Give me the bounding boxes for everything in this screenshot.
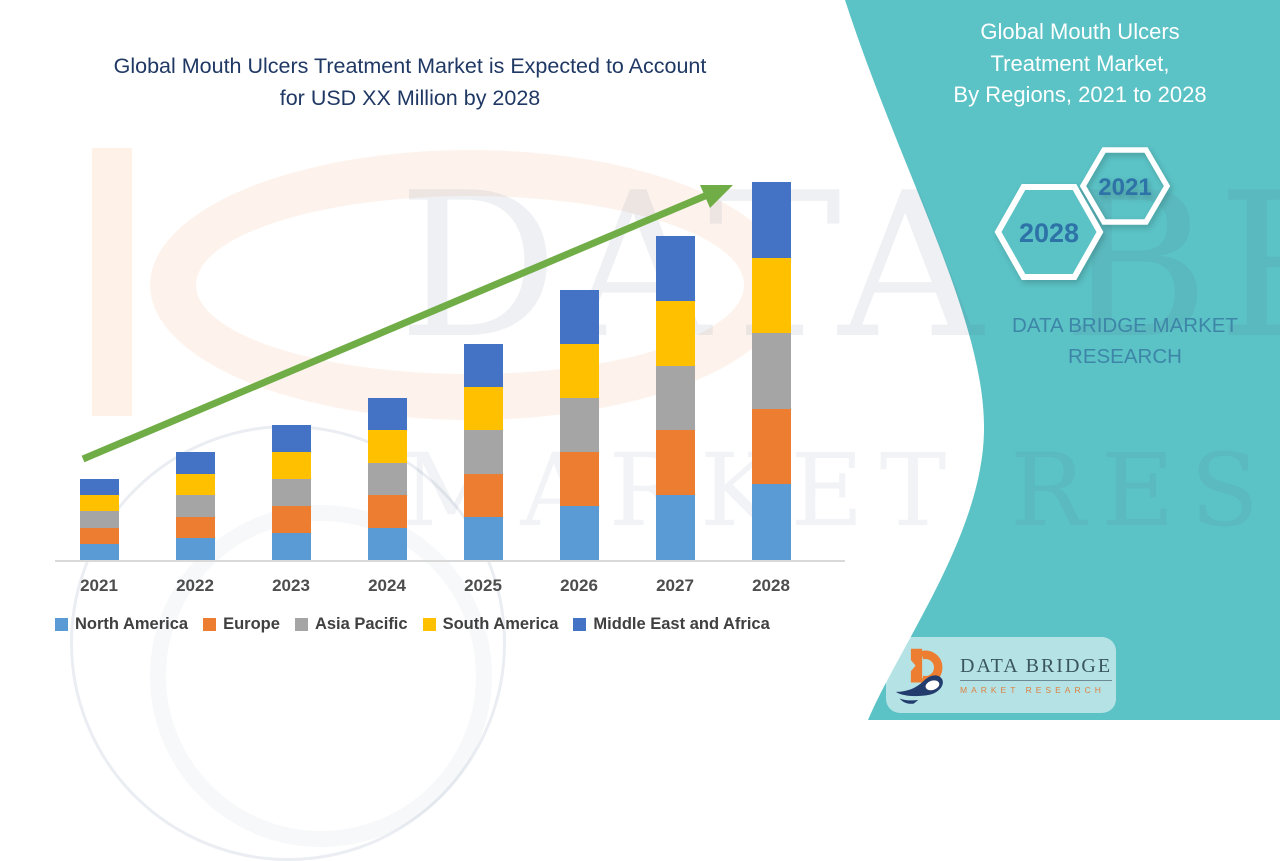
side-panel-title-line1: Global Mouth Ulcers xyxy=(980,19,1180,44)
legend-label-north-america: North America xyxy=(75,615,189,633)
bar-segment-2028-asia-pacific xyxy=(751,333,791,409)
legend-swatch-middle-east-and-africa xyxy=(573,618,587,631)
bar-segment-2021-south-america xyxy=(79,495,119,512)
legend-swatch-north-america xyxy=(55,618,68,631)
bar-segment-2024-south-america xyxy=(367,430,407,463)
x-axis-label-2021: 2021 xyxy=(80,576,118,595)
data-bridge-logo-icon xyxy=(895,648,943,704)
bar-segment-2023-north-america xyxy=(271,533,311,560)
bar-segment-2025-europe xyxy=(463,473,503,517)
bar-segment-2021-north-america xyxy=(79,543,119,560)
chart-legend: North America Europe Asia Pacific South Ame… xyxy=(55,615,855,634)
legend-swatch-south-america xyxy=(422,618,436,631)
bar-segment-2028-middle-east-and-africa xyxy=(751,182,791,258)
bar-segment-2021-asia-pacific xyxy=(79,511,119,528)
side-panel-title-line2: Treatment Market, xyxy=(990,50,1170,76)
bar-segment-2023-middle-east-and-africa xyxy=(271,425,311,452)
side-panel-background xyxy=(845,0,1280,720)
chart-title: Global Mouth Ulcers Treatment Market is … xyxy=(30,50,790,114)
bar-segment-2028-south-america xyxy=(751,257,791,334)
hexagon-2028-label: 2028 xyxy=(1019,218,1079,248)
bar-segment-2028-north-america xyxy=(751,484,791,560)
legend-swatch-europe xyxy=(203,618,217,631)
bar-segment-2027-asia-pacific xyxy=(655,365,695,431)
legend-item-north-america: North America xyxy=(55,615,188,634)
bar-segment-2025-middle-east-and-africa xyxy=(463,344,503,388)
legend-swatch-asia-pacific xyxy=(294,618,308,631)
x-axis-label-2025: 2025 xyxy=(464,576,502,595)
legend-item-asia-pacific: Asia Pacific xyxy=(294,615,408,634)
bar-segment-2028-europe xyxy=(751,408,791,485)
logo-tagline: MARKET RESEARCH xyxy=(960,685,1105,695)
bar-segment-2022-middle-east-and-africa xyxy=(175,452,215,474)
logo-card: DATA BRIDGE MARKET RESEARCH xyxy=(886,637,1116,713)
bar-segment-2024-north-america xyxy=(367,527,407,560)
bar-segment-2025-north-america xyxy=(463,516,503,560)
bar-segment-2026-north-america xyxy=(559,506,599,560)
x-axis-label-2024: 2024 xyxy=(368,576,406,595)
legend-label-asia-pacific: Asia Pacific xyxy=(314,615,408,633)
chart-title-line2: for USD XX Million by 2028 xyxy=(279,86,541,110)
infographic-canvas: { "main_title": { "line1": "Global Mouth… xyxy=(30,0,1280,861)
bar-segment-2023-asia-pacific xyxy=(271,479,311,506)
bar-segment-2022-asia-pacific xyxy=(175,495,215,517)
bar-segment-2027-europe xyxy=(655,430,695,496)
bar-segment-2022-south-america xyxy=(175,473,215,496)
legend-item-middle-east-and-africa: Middle East and Africa xyxy=(573,615,770,634)
bar-segment-2023-europe xyxy=(271,506,311,533)
legend-item-south-america: South America xyxy=(422,615,559,634)
side-panel-shape xyxy=(845,0,1280,720)
x-axis-label-2026: 2026 xyxy=(560,576,598,595)
x-axis-label-2027: 2027 xyxy=(656,576,694,595)
bar-segment-2025-south-america xyxy=(463,387,503,431)
side-panel-title: Global Mouth Ulcers Treatment Market, By… xyxy=(930,16,1230,111)
brand-line1: DATA BRIDGE MARKET xyxy=(1012,314,1238,337)
legend-item-europe: Europe xyxy=(203,615,280,634)
side-panel-title-line3: By Regions, 2021 to 2028 xyxy=(953,82,1207,107)
bar-segment-2027-north-america xyxy=(655,495,695,560)
hexagon-2021-label: 2021 xyxy=(1098,174,1151,201)
bar-segment-2026-europe xyxy=(559,452,599,506)
legend-label-europe: Europe xyxy=(223,615,280,633)
x-axis-label-2028: 2028 xyxy=(752,576,790,595)
bar-segment-2025-asia-pacific xyxy=(463,430,503,474)
x-axis-label-2023: 2023 xyxy=(272,576,310,595)
brand-line2: RESEARCH xyxy=(1068,345,1182,368)
bar-segment-2026-middle-east-and-africa xyxy=(559,290,599,344)
bar-segment-2021-europe xyxy=(79,527,119,544)
legend-label-middle-east-and-africa: Middle East and Africa xyxy=(593,615,770,633)
bar-segment-2022-europe xyxy=(175,516,215,539)
bar-segment-2026-asia-pacific xyxy=(559,398,599,452)
hexagon-badges: 2021 2028 xyxy=(994,147,1171,280)
x-axis-line xyxy=(55,560,845,562)
logo-name: DATA BRIDGE xyxy=(960,655,1113,681)
x-axis-label-2022: 2022 xyxy=(176,576,214,595)
hexagon-2028-icon xyxy=(994,184,1104,280)
bar-segment-2024-asia-pacific xyxy=(367,462,407,496)
bar-segment-2022-north-america xyxy=(175,538,215,560)
side-panel-brand-text: DATA BRIDGE MARKET RESEARCH xyxy=(985,310,1265,372)
bar-segment-2026-south-america xyxy=(559,344,599,398)
bar-segment-2023-south-america xyxy=(271,452,311,479)
chart-title-line1: Global Mouth Ulcers Treatment Market is … xyxy=(113,54,707,78)
hexagon-2021-icon xyxy=(1079,147,1171,225)
bar-segment-2027-south-america xyxy=(655,300,695,366)
bar-segment-2024-europe xyxy=(367,495,407,528)
bar-segment-2027-middle-east-and-africa xyxy=(655,236,695,301)
legend-label-south-america: South America xyxy=(442,615,559,633)
bar-segment-2024-middle-east-and-africa xyxy=(367,398,407,431)
bar-segment-2021-middle-east-and-africa xyxy=(79,479,119,496)
